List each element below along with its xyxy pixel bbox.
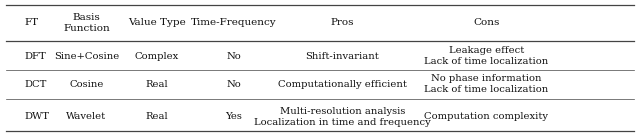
Text: Pros: Pros — [331, 18, 354, 27]
Text: Cosine: Cosine — [69, 80, 104, 89]
Text: Real: Real — [145, 112, 168, 121]
Text: Real: Real — [145, 80, 168, 89]
Text: DWT: DWT — [24, 112, 49, 121]
Text: Time-Frequency: Time-Frequency — [191, 18, 276, 27]
Text: Value Type: Value Type — [128, 18, 186, 27]
Text: No phase information
Lack of time localization: No phase information Lack of time locali… — [424, 74, 548, 94]
Text: DCT: DCT — [24, 80, 47, 89]
Text: Computationally efficient: Computationally efficient — [278, 80, 407, 89]
Text: DFT: DFT — [24, 52, 46, 60]
Text: Yes: Yes — [225, 112, 242, 121]
Text: No: No — [226, 52, 241, 60]
Text: Shift-invariant: Shift-invariant — [305, 52, 380, 60]
Text: Complex: Complex — [134, 52, 179, 60]
Text: Basis
Function: Basis Function — [63, 13, 110, 33]
Text: Sine+Cosine: Sine+Cosine — [54, 52, 119, 60]
Text: Leakage effect
Lack of time localization: Leakage effect Lack of time localization — [424, 46, 548, 66]
Text: FT: FT — [24, 18, 38, 27]
Text: Wavelet: Wavelet — [67, 112, 106, 121]
Text: Cons: Cons — [473, 18, 500, 27]
Text: Computation complexity: Computation complexity — [424, 112, 548, 121]
Text: No: No — [226, 80, 241, 89]
Text: Multi-resolution analysis
Localization in time and frequency: Multi-resolution analysis Localization i… — [254, 107, 431, 127]
